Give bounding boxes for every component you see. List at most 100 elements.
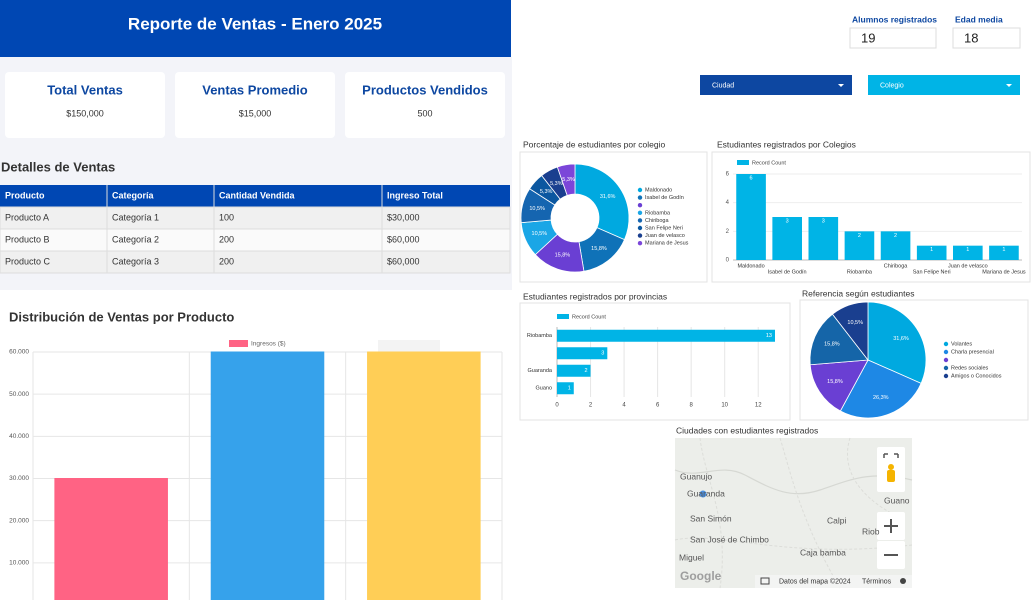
fullscreen-icon	[883, 453, 899, 458]
stat-box	[952, 27, 1021, 49]
legend-swatch	[637, 203, 643, 208]
table-cell: Producto C	[5, 256, 51, 266]
x-tick-label: 10	[721, 403, 728, 409]
data-label: 31,6%	[893, 336, 909, 342]
table-row	[0, 228, 511, 252]
bar	[844, 231, 875, 260]
map-logo: Google	[680, 569, 722, 583]
dropdown[interactable]	[868, 75, 1020, 95]
map-border	[674, 437, 913, 589]
legend-swatch	[943, 349, 949, 355]
x-tick-label: 8	[689, 403, 693, 409]
legend-swatch	[943, 341, 949, 347]
data-label: 10,5%	[532, 231, 548, 237]
bar	[557, 347, 608, 360]
table-cell: 100	[219, 212, 234, 222]
dropdown-label: Ciudad	[712, 82, 734, 89]
chart-title: Referencia según estudiantes	[802, 288, 914, 298]
bar	[953, 245, 983, 260]
bar	[557, 364, 591, 377]
map-marker[interactable]	[699, 490, 707, 498]
x-tick-label: Mariana de Jesus	[982, 269, 1026, 275]
y-tick-label: 60.000	[9, 349, 29, 356]
bar	[736, 174, 766, 260]
y-tick-label: 10.000	[9, 560, 29, 567]
map-place: Miguel	[679, 552, 704, 562]
data-label: 1	[568, 386, 571, 392]
info-icon	[900, 578, 906, 584]
y-tick-label: 50.000	[9, 391, 29, 398]
stat-value: 18	[964, 30, 978, 45]
legend-label: Maldonado	[645, 187, 672, 193]
legend-label: Redes sociales	[951, 365, 989, 371]
table-row	[0, 206, 511, 230]
data-label: 13	[766, 333, 772, 339]
dropdown[interactable]	[700, 75, 852, 95]
x-tick-label: Riobamba	[847, 269, 873, 275]
map-place: Calpi	[827, 515, 846, 525]
y-tick-label: 40.000	[9, 433, 29, 440]
x-tick-label: 0	[555, 403, 559, 409]
legend-swatch	[637, 233, 643, 238]
table-cell: $60,000	[387, 256, 420, 266]
data-label: 15,8%	[824, 342, 840, 348]
y-tick-label: 6	[726, 172, 730, 178]
column-header: Categoría	[112, 190, 155, 200]
kpi-card	[175, 72, 335, 138]
table-cell: $30,000	[387, 212, 420, 222]
map-attribution-bar	[755, 575, 912, 588]
stat-box	[849, 27, 937, 49]
map-place: Riob	[862, 526, 880, 536]
legend-swatch	[637, 225, 643, 231]
bar	[808, 217, 839, 260]
data-label: 6	[750, 175, 753, 181]
y-tick-label: 20.000	[9, 517, 29, 524]
legend-swatch	[943, 365, 949, 371]
bar	[557, 329, 775, 342]
legend-swatch	[737, 160, 749, 165]
bar	[367, 351, 481, 600]
plus-icon	[884, 519, 898, 533]
map[interactable]	[675, 438, 912, 588]
kpi-value: 500	[417, 108, 432, 118]
x-tick-label: Chiriboga	[884, 263, 908, 269]
data-label: 3	[786, 218, 789, 224]
table-cell: Categoría 3	[112, 256, 159, 266]
header-bar	[0, 0, 511, 57]
legend-swatch	[943, 357, 949, 363]
legend-label: Riobamba	[645, 210, 671, 216]
column-header: Ingreso Total	[387, 190, 443, 200]
table-cell: Producto B	[5, 234, 50, 244]
slice	[867, 301, 927, 384]
bar	[557, 382, 574, 395]
table-cell: Categoría 2	[112, 234, 159, 244]
data-label: 15,8%	[555, 252, 571, 258]
table-cell: Categoría 1	[112, 212, 159, 222]
bar	[772, 217, 802, 260]
dropdown-caret	[1006, 84, 1012, 87]
legend-swatch	[229, 340, 248, 347]
map-place: Guano	[884, 495, 910, 505]
kpi-card	[5, 72, 165, 138]
chart-title: Estudiantes registrados por provincias	[523, 291, 667, 301]
chart-title: Estudiantes registrados por Colegios	[717, 139, 856, 149]
slice	[809, 359, 869, 412]
map-place: Guanujo	[680, 471, 712, 481]
y-tick-label: 0	[726, 258, 730, 264]
dropdown-label: Colegio	[880, 82, 904, 89]
legend-label: Ingresos ($)	[251, 341, 286, 348]
y-tick-label: 30.000	[9, 475, 29, 482]
legend-swatch	[637, 187, 643, 193]
stat-label: Edad media	[955, 14, 1003, 24]
kpi-label: Productos Vendidos	[362, 82, 488, 97]
map-place: Caja bamba	[800, 547, 846, 557]
data-label: 1	[1002, 247, 1005, 253]
legend-label: Juan de velasco	[645, 233, 685, 239]
pegman-icon	[888, 464, 894, 470]
data-label: 15,8%	[591, 246, 607, 252]
data-label: 31,6%	[600, 194, 616, 200]
bar	[210, 351, 325, 600]
map-title: Ciudades con estudiantes registrados	[676, 425, 818, 435]
